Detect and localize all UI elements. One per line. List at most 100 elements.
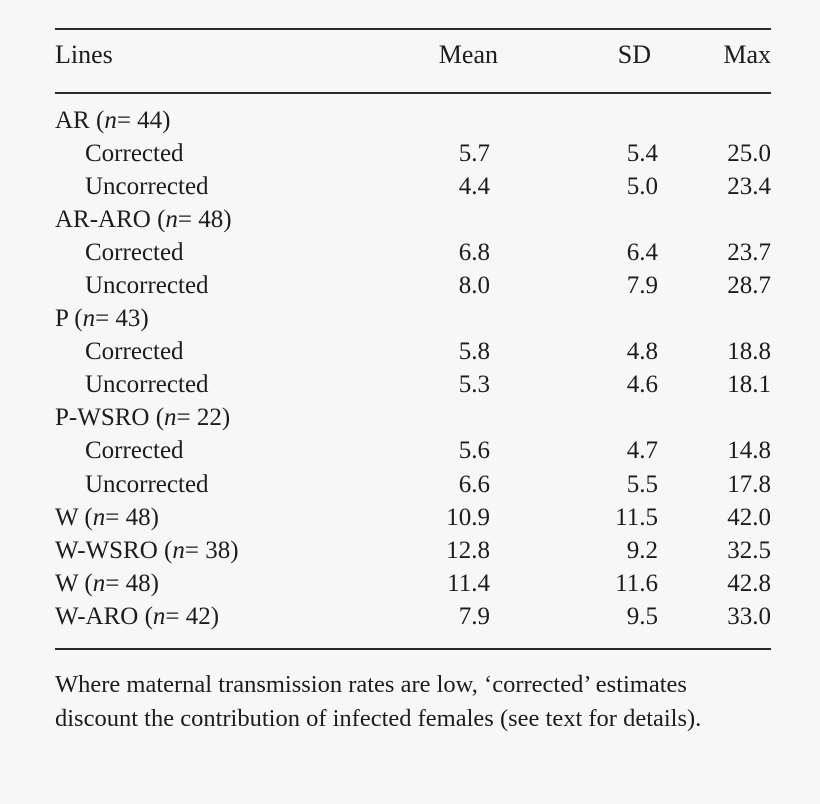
cell-max: 18.1: [727, 371, 771, 399]
table-subrow: Uncorrected 6.6 5.5 17.8: [55, 468, 771, 501]
sample-size-count: = 48): [105, 569, 159, 597]
cell-max: 32.5: [727, 536, 771, 564]
table-subrow: Uncorrected 5.3 4.6 18.1: [55, 369, 771, 402]
cell-sd: 4.6: [626, 371, 658, 399]
paren-open: (: [78, 503, 93, 531]
line-name: W: [55, 569, 79, 597]
cell-mean: 12.8: [446, 536, 490, 564]
line-name: P: [55, 305, 68, 333]
table-subrow: Uncorrected 8.0 7.9 28.7: [55, 269, 771, 302]
row-label: AR-ARO (n= 48): [55, 206, 355, 234]
header-mean: Mean: [438, 40, 498, 69]
row-label: W (n= 48): [55, 504, 355, 532]
table-row: W-WSRO (n= 38) 12.8 9.2 32.5: [55, 534, 771, 567]
row-label: Corrected: [85, 437, 184, 465]
cell-mean: 10.9: [446, 503, 490, 531]
sample-size-symbol: n: [104, 106, 117, 134]
cell-mean: 6.8: [458, 238, 490, 266]
table-subrow: Corrected 5.7 5.4 25.0: [55, 137, 771, 170]
table-header: Lines Mean SD Max: [55, 30, 771, 80]
cell-max: 42.0: [727, 503, 771, 531]
line-name: W: [55, 503, 79, 531]
sample-size-count: = 22): [176, 404, 231, 432]
paren-open: (: [157, 536, 173, 564]
line-name: AR: [55, 106, 90, 134]
row-label: W-ARO (n= 42): [55, 603, 355, 631]
bottom-rule: [55, 647, 771, 650]
header-rule: [55, 92, 771, 94]
sample-size-symbol: n: [92, 569, 106, 597]
cell-max: 23.7: [727, 238, 771, 266]
table-subrow: Corrected 5.6 4.7 14.8: [55, 435, 771, 468]
cell-sd: 4.8: [626, 338, 658, 366]
cell-sd: 7.9: [626, 272, 658, 300]
sample-size-count: = 43): [95, 305, 149, 333]
paren-open: (: [78, 569, 93, 597]
cell-max: 17.8: [727, 470, 771, 498]
header-sd: SD: [617, 40, 651, 69]
cell-sd: 5.4: [626, 139, 658, 167]
table-subrow: Uncorrected 4.4 5.0 23.4: [55, 170, 771, 203]
row-label: Corrected: [85, 238, 184, 266]
sample-size-symbol: n: [165, 205, 178, 233]
cell-sd: 9.2: [626, 536, 658, 564]
cell-mean: 8.0: [458, 272, 490, 300]
cell-max: 33.0: [727, 602, 771, 630]
sample-size-count: = 48): [177, 205, 232, 233]
sample-size-count: = 38): [184, 536, 239, 564]
cell-sd: 4.7: [626, 437, 658, 465]
cell-mean: 7.9: [458, 602, 490, 630]
paren-open: (: [89, 106, 105, 134]
sample-size-symbol: n: [152, 602, 166, 630]
cell-sd: 6.4: [626, 238, 658, 266]
table-row: AR-ARO (n= 48): [55, 203, 771, 236]
header-max: Max: [723, 40, 771, 69]
table-row: W (n= 48) 11.4 11.6 42.8: [55, 567, 771, 600]
cell-mean: 5.8: [458, 338, 490, 366]
cell-max: 14.8: [727, 437, 771, 465]
table-body: AR (n= 44) Corrected 5.7 5.4 25.0 Uncorrected…: [55, 104, 771, 634]
row-label: Uncorrected: [85, 272, 209, 300]
cell-sd: 5.5: [626, 470, 658, 498]
sample-size-symbol: n: [164, 404, 177, 432]
sample-size-symbol: n: [92, 503, 106, 531]
line-name: AR-ARO: [55, 205, 151, 233]
paren-open: (: [67, 305, 83, 333]
row-label: Corrected: [85, 139, 184, 167]
cell-max: 25.0: [727, 139, 771, 167]
table-subrow: Corrected 5.8 4.8 18.8: [55, 336, 771, 369]
paren-open: (: [149, 404, 165, 432]
paren-open: (: [150, 205, 166, 233]
row-label: Uncorrected: [85, 172, 209, 200]
cell-max: 28.7: [727, 272, 771, 300]
sample-size-symbol: n: [82, 305, 96, 333]
table-row: P (n= 43): [55, 303, 771, 336]
cell-mean: 5.7: [458, 139, 490, 167]
cell-max: 42.8: [727, 569, 771, 597]
line-name: W-ARO: [55, 602, 139, 630]
cell-sd: 9.5: [626, 602, 658, 630]
table-row: AR (n= 44): [55, 104, 771, 137]
cell-mean: 11.4: [447, 569, 490, 597]
row-label: Uncorrected: [85, 470, 209, 498]
row-label: Corrected: [85, 338, 184, 366]
line-name: W-WSRO: [55, 536, 158, 564]
sample-size-count: = 42): [165, 602, 220, 630]
row-label: P (n= 43): [55, 305, 355, 333]
sample-size-count: = 48): [105, 503, 159, 531]
cell-sd: 11.5: [615, 503, 658, 531]
cell-mean: 6.6: [458, 470, 490, 498]
paren-open: (: [138, 602, 153, 630]
row-label: W-WSRO (n= 38): [55, 537, 355, 565]
cell-mean: 5.3: [458, 371, 490, 399]
sample-size-count: = 44): [116, 106, 171, 134]
cell-max: 18.8: [727, 338, 771, 366]
cell-sd: 5.0: [626, 172, 658, 200]
row-label: Uncorrected: [85, 371, 209, 399]
row-label: P-WSRO (n= 22): [55, 404, 355, 432]
line-name: P-WSRO: [55, 404, 150, 432]
table-subrow: Corrected 6.8 6.4 23.7: [55, 236, 771, 269]
row-label: AR (n= 44): [55, 107, 355, 135]
row-label: W (n= 48): [55, 570, 355, 598]
header-lines: Lines: [55, 40, 113, 69]
